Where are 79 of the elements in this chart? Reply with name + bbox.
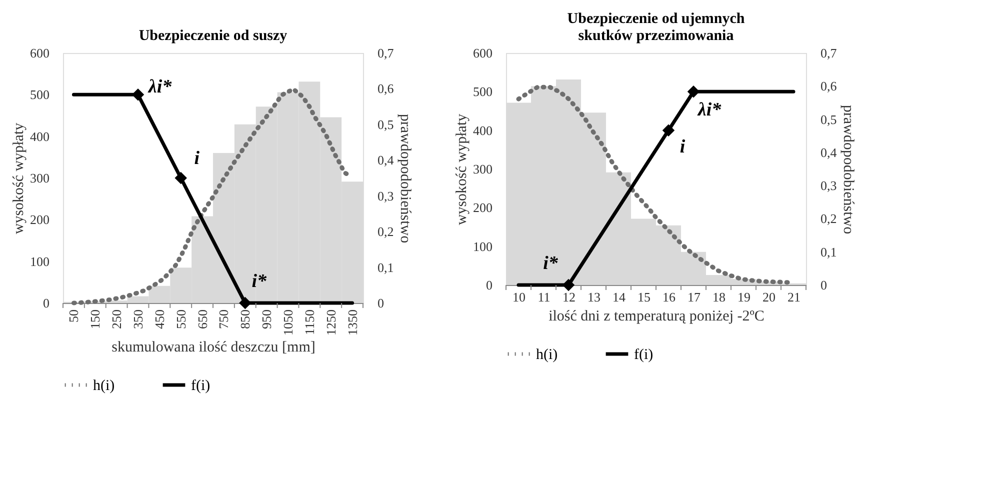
x-tick-label: 17 <box>688 290 701 304</box>
legend-label: h(i) <box>93 378 115 394</box>
y-tick-label: 100 <box>30 254 50 269</box>
y2-tick-label: 0 <box>820 278 827 292</box>
x-tick-label: 13 <box>588 290 600 304</box>
x-tick-label: 650 <box>194 310 210 329</box>
annotation: λi* <box>696 100 722 121</box>
chart-title: Ubezpieczenie od suszy <box>138 28 288 44</box>
x-tick-label: 50 <box>66 310 82 322</box>
point <box>662 124 675 136</box>
x-tick-label: 1350 <box>344 310 360 336</box>
y2-tick-label: 0,6 <box>820 78 838 94</box>
y-tick-label: 400 <box>30 128 50 144</box>
x-tick-label: 10 <box>512 290 526 304</box>
y-tick-label: 600 <box>473 46 492 60</box>
x-tick-label: 350 <box>130 310 146 329</box>
point <box>687 86 700 98</box>
y2-tick-label: 0,3 <box>378 188 394 204</box>
y2-tick-label: 0,7 <box>820 46 838 60</box>
x-tick-label: 16 <box>662 290 676 304</box>
x-tick-label: 1050 <box>280 310 296 336</box>
annotation: i* <box>543 253 558 274</box>
x-tick-label: 450 <box>152 310 167 329</box>
x-tick-label: 950 <box>259 310 274 329</box>
chart-title: Ubezpieczenie od ujemnych skutków przezimowania <box>567 11 746 44</box>
y2-tick-label: 0,3 <box>820 178 837 194</box>
y2-axis-title: prawdopodobieństwo <box>840 104 856 234</box>
x-tick-label: 550 <box>173 310 188 329</box>
x-tick-label: 1250 <box>323 310 338 336</box>
x-tick-label: 15 <box>638 290 650 304</box>
y-tick-label: 300 <box>473 162 492 176</box>
y2-tick-label: 0,1 <box>378 260 394 275</box>
x-tick-label: 150 <box>88 310 103 329</box>
x-tick-label: 21 <box>788 290 800 304</box>
x-tick-label: 19 <box>738 290 750 304</box>
y2-tick-label: 0,7 <box>378 46 394 60</box>
y2-tick-label: 0,1 <box>820 244 837 260</box>
legend-label: f(i) <box>191 378 210 394</box>
y2-tick-label: 0 <box>378 296 384 310</box>
x-tick-label: 14 <box>612 290 626 304</box>
x-tick-label: 1150 <box>302 310 317 336</box>
y-tick-label: 100 <box>473 238 492 254</box>
y2-tick-label: 0,6 <box>378 81 394 96</box>
point <box>132 88 144 101</box>
y2-tick-label: 0,4 <box>378 152 394 168</box>
annotation: i <box>680 136 686 158</box>
annotation: i <box>194 148 200 169</box>
y2-tick-label: 0,2 <box>378 224 394 240</box>
x-tick-label: 12 <box>562 290 576 304</box>
point <box>239 296 252 310</box>
x-tick-label: 250 <box>109 310 124 329</box>
y2-axis-title: prawdopodobieństwo <box>396 114 413 244</box>
y-axis-title: wysokość wypłaty <box>454 113 470 226</box>
x-axis-title: skumulowana ilość deszczu [mm] <box>112 340 316 356</box>
y-tick-label: 200 <box>473 200 492 216</box>
point <box>174 172 187 184</box>
y-tick-label: 0 <box>486 278 492 292</box>
y-tick-label: 500 <box>473 84 492 100</box>
x-tick-label: 850 <box>238 310 253 329</box>
y-axis-title: wysokość wypłaty <box>11 122 27 234</box>
x-tick-label: 18 <box>712 290 726 304</box>
legend-label: h(i) <box>536 347 558 363</box>
y-tick-label: 600 <box>30 46 50 60</box>
y-tick-label: 0 <box>43 296 50 310</box>
y2-tick-label: 0,2 <box>820 211 837 226</box>
annotation: i* <box>252 271 268 292</box>
y-tick-label: 400 <box>473 122 492 138</box>
x-tick-label: 11 <box>538 290 550 304</box>
annotation: λi* <box>147 76 172 98</box>
y2-tick-label: 0,5 <box>820 112 837 127</box>
x-tick-label: 20 <box>762 290 776 304</box>
legend-label: f(i) <box>634 347 654 363</box>
y-tick-label: 200 <box>30 212 50 228</box>
y2-tick-label: 0,5 <box>378 116 394 132</box>
y2-tick-label: 0,4 <box>820 144 838 160</box>
y-tick-label: 500 <box>30 87 50 102</box>
y-tick-label: 300 <box>30 170 50 186</box>
x-tick-label: 750 <box>216 310 232 329</box>
x-axis-title: ilość dni z temperaturą poniżej -2ºC <box>548 308 764 324</box>
